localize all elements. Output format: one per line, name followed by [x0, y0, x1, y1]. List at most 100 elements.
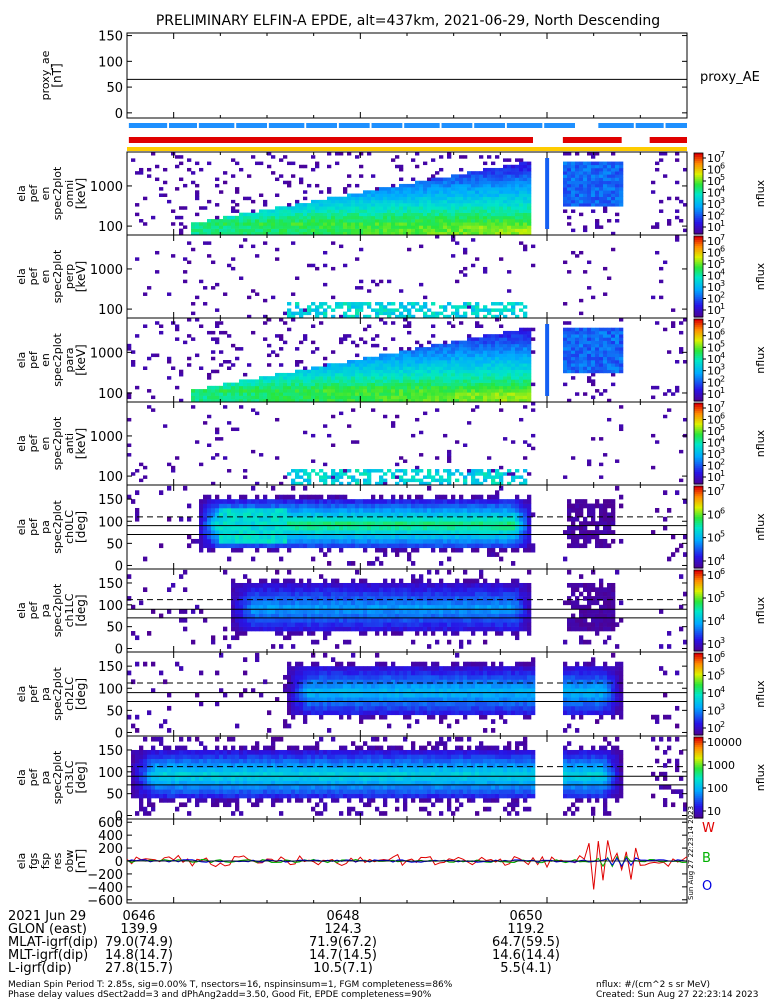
heatmap-cell	[519, 350, 524, 354]
heatmap-cell	[279, 212, 284, 217]
heatmap-cell	[563, 203, 568, 207]
heatmap-cell	[291, 241, 296, 245]
heatmap-cell	[395, 534, 400, 540]
heatmap-cell	[495, 353, 500, 358]
heatmap-cell	[483, 209, 488, 213]
heatmap-cell	[403, 379, 408, 383]
heatmap-cell	[519, 356, 524, 361]
heatmap-cell	[407, 311, 412, 316]
heatmap-cell	[287, 203, 292, 207]
red-status-segment	[649, 137, 687, 143]
heatmap-cell	[491, 228, 496, 233]
heatmap-cell	[379, 382, 384, 387]
heatmap-cell	[583, 270, 588, 274]
heatmap-cell	[307, 494, 312, 500]
heatmap-cell	[383, 212, 388, 217]
heatmap-cell	[303, 206, 308, 210]
heatmap-cell	[423, 389, 428, 393]
heatmap-cell	[495, 177, 500, 182]
heatmap-cell	[447, 228, 452, 233]
heatmap-cell	[579, 164, 584, 169]
heatmap-cell	[407, 330, 412, 335]
heatmap-cell	[475, 225, 480, 229]
heatmap-cell	[411, 385, 416, 390]
heatmap-cell	[131, 360, 136, 364]
heatmap-cell	[307, 503, 312, 509]
heatmap-cell	[379, 507, 384, 513]
heatmap-cell	[299, 314, 304, 319]
heatmap-cell	[463, 196, 468, 201]
heatmap-cell	[471, 398, 476, 403]
heatmap-cell	[567, 199, 572, 204]
heatmap-cell	[231, 215, 236, 220]
heatmap-cell	[587, 167, 592, 172]
heatmap-cell	[443, 478, 448, 483]
heatmap-cell	[423, 530, 428, 535]
heatmap-cell	[507, 337, 512, 341]
heatmap-cell	[403, 360, 408, 364]
heatmap-cell	[403, 372, 408, 377]
heatmap-cell	[179, 161, 184, 166]
heatmap-cell	[287, 180, 292, 185]
heatmap-cell	[415, 152, 420, 156]
heatmap-cell	[563, 209, 568, 213]
colorbar-segment	[694, 443, 703, 447]
heatmap-cell	[331, 443, 336, 447]
heatmap-cell	[455, 209, 460, 213]
heatmap-cell	[483, 212, 488, 217]
heatmap-cell	[319, 199, 324, 204]
heatmap-cell	[135, 212, 140, 217]
heatmap-cell	[347, 481, 352, 486]
heatmap-cell	[207, 499, 212, 504]
colorbar-segment	[694, 463, 703, 467]
heatmap-cell	[659, 158, 664, 162]
heatmap-cell	[495, 469, 500, 473]
heatmap-cell	[431, 379, 436, 383]
heatmap-cell	[355, 212, 360, 217]
heatmap-cell	[471, 187, 476, 191]
heatmap-cell	[391, 196, 396, 201]
heatmap-cell	[575, 360, 580, 364]
heatmap-cell	[311, 512, 316, 518]
heatmap-cell	[471, 177, 476, 182]
heatmap-cell	[427, 231, 432, 236]
heatmap-cell	[407, 247, 412, 252]
red-status-segment	[562, 137, 622, 143]
heatmap-cell	[347, 366, 352, 370]
heatmap-cell	[495, 385, 500, 390]
heatmap-cell	[283, 503, 288, 509]
colorbar-segment	[694, 364, 703, 367]
heatmap-cell	[331, 414, 336, 419]
heatmap-cell	[423, 369, 428, 374]
heatmap-cell	[227, 366, 232, 370]
heatmap-cell	[319, 366, 324, 370]
heatmap-cell	[207, 231, 212, 236]
heatmap-cell	[503, 356, 508, 361]
heatmap-cell	[215, 534, 220, 540]
heatmap-cell	[303, 469, 308, 473]
heatmap-cell	[367, 538, 372, 544]
heatmap-cell	[315, 472, 320, 476]
heatmap-cell	[247, 225, 252, 229]
heatmap-cell	[319, 203, 324, 207]
heatmap-cell	[311, 395, 316, 400]
heatmap-cell	[299, 481, 304, 486]
heatmap-cell	[395, 196, 400, 201]
heatmap-cell	[259, 225, 264, 229]
heatmap-cell	[507, 363, 512, 367]
y-axis-label: spec2plot	[51, 416, 64, 470]
heatmap-cell	[323, 507, 328, 513]
heatmap-cell	[359, 222, 364, 226]
y-tick-label: 1000	[90, 180, 123, 195]
heatmap-cell	[295, 231, 300, 236]
heatmap-cell	[595, 196, 600, 201]
heatmap-cell	[503, 343, 508, 348]
heatmap-cell	[399, 521, 404, 526]
heatmap-cell	[599, 330, 604, 335]
heatmap-cell	[591, 155, 596, 159]
heatmap-cell	[491, 366, 496, 370]
heatmap-cell	[271, 222, 276, 226]
heatmap-cell	[475, 187, 480, 191]
heatmap-cell	[507, 203, 512, 207]
heatmap-cell	[267, 222, 272, 226]
